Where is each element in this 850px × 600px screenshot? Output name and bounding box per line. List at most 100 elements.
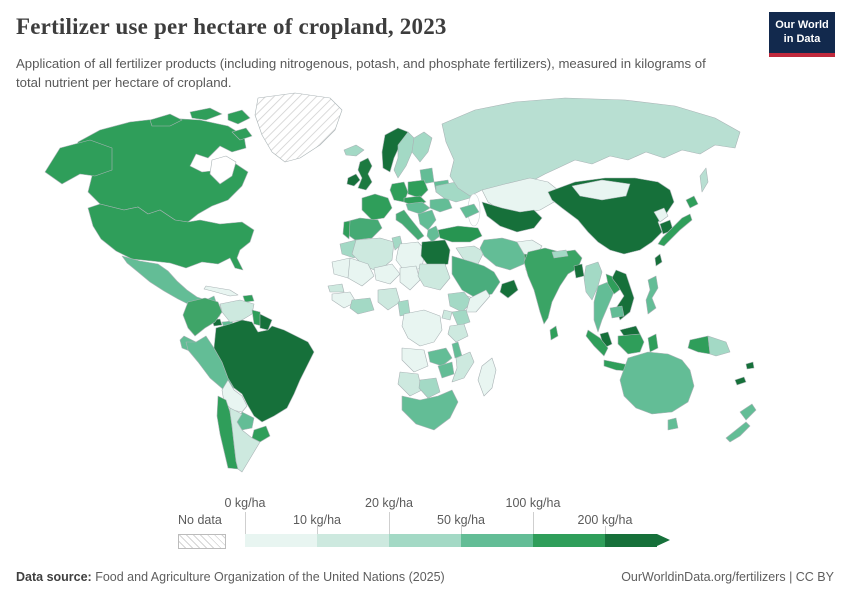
- country-cuba[interactable]: [203, 285, 239, 297]
- country-portugal[interactable]: [342, 220, 351, 240]
- country-indonesia-sulawesi[interactable]: [647, 333, 659, 353]
- country-sweden[interactable]: [393, 131, 415, 179]
- country-bangladesh[interactable]: [573, 263, 585, 279]
- country-chad[interactable]: [399, 265, 421, 291]
- country-sudan[interactable]: [417, 263, 451, 291]
- country-new-zealand-south[interactable]: [725, 421, 751, 443]
- country-philippines[interactable]: [645, 275, 659, 315]
- country-balkans[interactable]: [417, 209, 437, 231]
- legend-segment-10-20[interactable]: [317, 534, 389, 547]
- country-iceland[interactable]: [343, 144, 365, 157]
- country-zimbabwe[interactable]: [437, 361, 455, 379]
- country-fiji[interactable]: [745, 361, 755, 370]
- country-nigeria[interactable]: [377, 287, 401, 311]
- legend-segment-0-10[interactable]: [245, 534, 317, 547]
- country-indonesia-papua[interactable]: [687, 335, 711, 355]
- country-canada-arctic-2[interactable]: [189, 107, 223, 121]
- country-south-africa[interactable]: [401, 389, 459, 431]
- country-colombia[interactable]: [182, 297, 223, 337]
- country-myanmar[interactable]: [583, 261, 603, 301]
- country-angola[interactable]: [401, 347, 429, 373]
- country-indonesia-sumatra[interactable]: [585, 329, 609, 357]
- owid-logo[interactable]: Our World in Data: [769, 12, 835, 57]
- country-canada-arctic-3[interactable]: [227, 109, 251, 125]
- country-namibia[interactable]: [397, 371, 423, 397]
- country-greenland[interactable]: [254, 92, 343, 163]
- country-botswana[interactable]: [418, 377, 441, 399]
- country-mongolia[interactable]: [571, 179, 631, 201]
- country-uzbekistan-turkmenistan[interactable]: [481, 201, 543, 233]
- country-brazil[interactable]: [213, 319, 315, 423]
- country-italy[interactable]: [395, 209, 425, 241]
- country-egypt[interactable]: [420, 239, 451, 269]
- legend-no-data-label: No data: [178, 513, 222, 527]
- hudson-bay: [209, 155, 237, 185]
- legend-tick-200: 200 kg/ha: [577, 513, 633, 527]
- country-cambodia[interactable]: [609, 305, 625, 319]
- country-turkey[interactable]: [437, 225, 483, 243]
- country-indonesia-kalimantan[interactable]: [617, 333, 645, 355]
- country-nepal[interactable]: [551, 249, 569, 259]
- country-venezuela[interactable]: [219, 299, 255, 323]
- country-iran[interactable]: [479, 237, 528, 271]
- country-saudi-arabia[interactable]: [451, 255, 501, 299]
- country-france[interactable]: [361, 193, 393, 221]
- country-north-korea[interactable]: [653, 207, 669, 223]
- country-argentina[interactable]: [229, 407, 261, 473]
- legend-tickmark-50: [461, 526, 462, 534]
- country-uk[interactable]: [357, 157, 373, 191]
- country-tasmania[interactable]: [667, 417, 679, 431]
- country-senegal[interactable]: [327, 283, 345, 293]
- country-tanzania[interactable]: [447, 323, 469, 343]
- country-drc[interactable]: [401, 309, 443, 347]
- country-alaska[interactable]: [44, 139, 113, 185]
- country-madagascar[interactable]: [477, 357, 497, 397]
- country-ireland[interactable]: [346, 173, 361, 187]
- country-zambia[interactable]: [427, 347, 453, 367]
- country-norway[interactable]: [381, 127, 409, 173]
- country-china[interactable]: [547, 177, 675, 255]
- country-guinea[interactable]: [331, 291, 357, 309]
- country-papua-new-guinea[interactable]: [707, 335, 731, 357]
- legend-segment-20-50[interactable]: [389, 534, 461, 547]
- country-sri-lanka[interactable]: [549, 325, 559, 341]
- country-syria-iraq[interactable]: [455, 245, 485, 265]
- country-finland[interactable]: [411, 131, 433, 163]
- country-poland[interactable]: [407, 179, 429, 199]
- legend-segment-200-plus[interactable]: [605, 534, 657, 547]
- country-usa[interactable]: [87, 203, 255, 271]
- country-hispaniola[interactable]: [242, 294, 255, 303]
- country-canada-arctic-4[interactable]: [231, 127, 253, 141]
- country-mali[interactable]: [347, 257, 375, 287]
- country-austria-hungary[interactable]: [405, 201, 431, 215]
- country-mozambique[interactable]: [451, 351, 475, 383]
- country-malawi[interactable]: [451, 341, 463, 359]
- country-russia-sakhalin[interactable]: [699, 167, 709, 193]
- country-niger[interactable]: [373, 263, 401, 285]
- country-ivory-coast-ghana[interactable]: [349, 297, 375, 315]
- legend-segment-50-100[interactable]: [461, 534, 533, 547]
- country-uruguay[interactable]: [251, 425, 271, 443]
- country-japan-honshu[interactable]: [657, 213, 693, 247]
- country-romania[interactable]: [429, 197, 453, 213]
- country-taiwan[interactable]: [654, 253, 663, 267]
- country-oman[interactable]: [499, 279, 519, 299]
- country-somalia[interactable]: [465, 289, 491, 313]
- legend-tickmark-20: [389, 512, 390, 534]
- country-russia[interactable]: [441, 97, 741, 197]
- page-title: Fertilizer use per hectare of cropland, …: [16, 14, 447, 39]
- country-canada-arctic-1[interactable]: [149, 113, 183, 127]
- country-new-caledonia[interactable]: [734, 376, 747, 386]
- legend-no-data-swatch[interactable]: [178, 534, 226, 549]
- country-ethiopia[interactable]: [447, 291, 473, 313]
- country-kenya[interactable]: [451, 309, 471, 327]
- country-caucasus[interactable]: [459, 203, 480, 219]
- legend-segment-100-200[interactable]: [533, 534, 605, 547]
- country-japan-hokkaido[interactable]: [685, 195, 699, 209]
- country-greece[interactable]: [426, 225, 441, 243]
- country-new-zealand-north[interactable]: [739, 403, 757, 421]
- country-uganda[interactable]: [441, 309, 453, 321]
- country-australia[interactable]: [619, 351, 695, 415]
- country-india[interactable]: [523, 247, 583, 325]
- footer-link[interactable]: OurWorldinData.org/fertilizers | CC BY: [621, 570, 834, 584]
